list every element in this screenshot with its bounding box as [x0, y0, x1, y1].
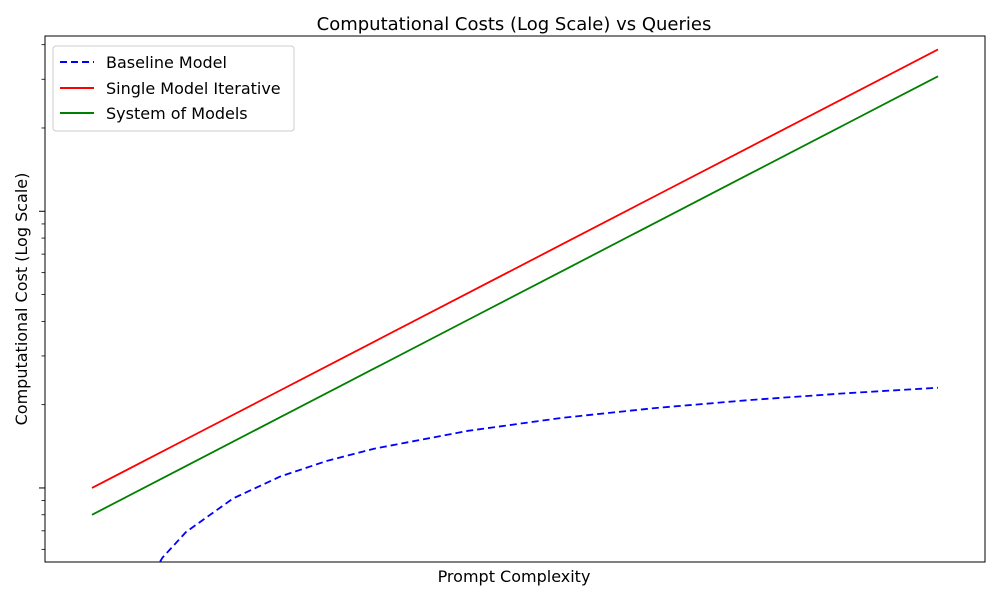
- series-line-single-model: [91, 48, 939, 489]
- legend-box: [52, 45, 295, 132]
- y-axis-ticks: [39, 44, 45, 550]
- x-axis-label: Prompt Complexity: [438, 567, 591, 586]
- series-layer: [91, 48, 939, 562]
- legend-label-single-model: Single Model Iterative: [106, 79, 281, 98]
- series-line-baseline: [158, 386, 939, 562]
- legend-label-baseline: Baseline Model: [106, 53, 227, 72]
- y-axis-label: Computational Cost (Log Scale): [12, 173, 31, 426]
- legend: Baseline Model Single Model Iterative Sy…: [52, 45, 295, 132]
- series-line-system-of-models: [91, 75, 939, 516]
- plot-frame: [44, 35, 986, 563]
- legend-label-system-of-models: System of Models: [106, 104, 248, 123]
- chart-title: Computational Costs (Log Scale) vs Queri…: [317, 14, 712, 35]
- plot-area: [39, 35, 986, 563]
